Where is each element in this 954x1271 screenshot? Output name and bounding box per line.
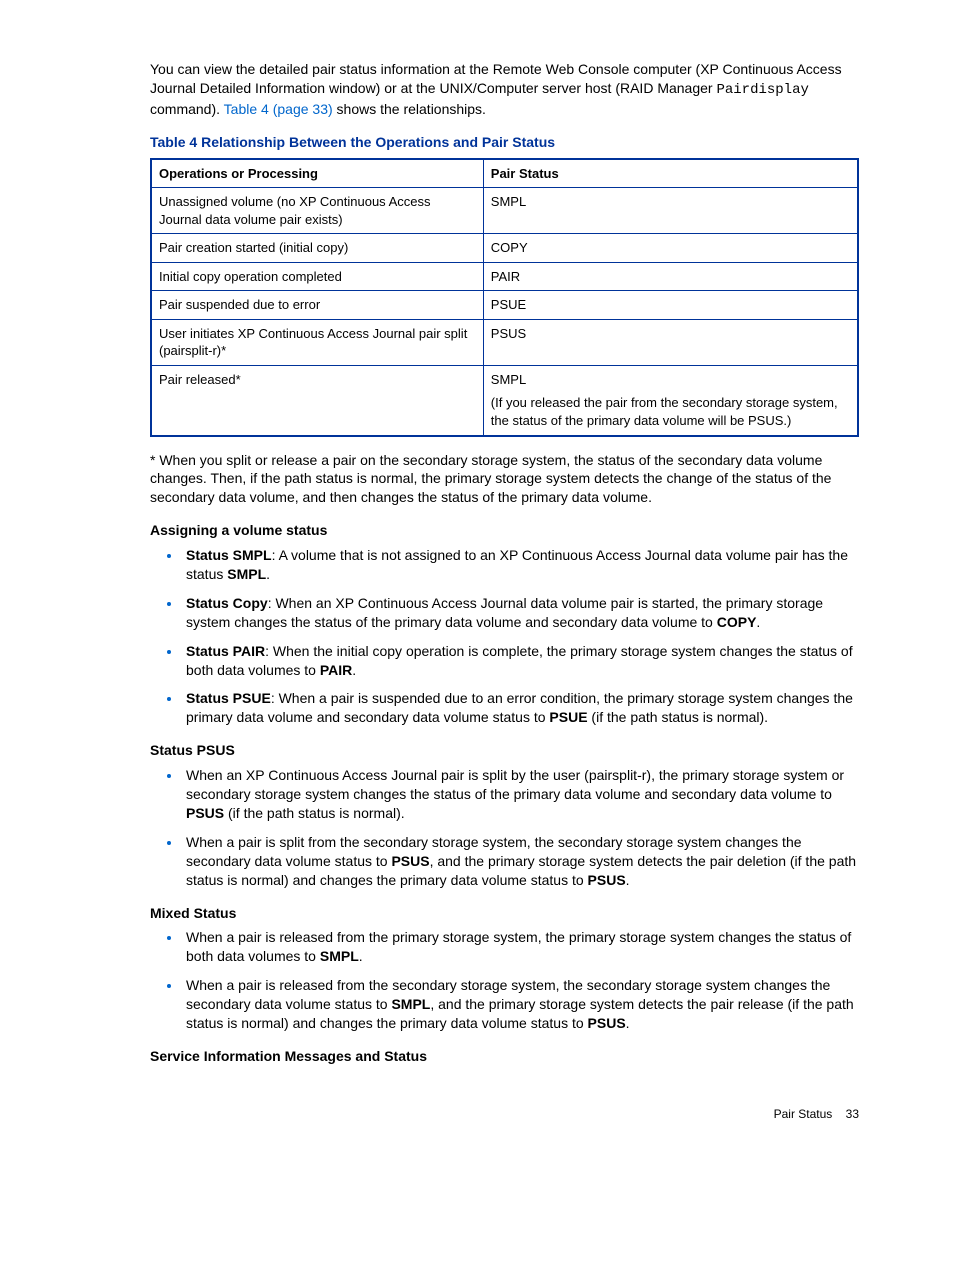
item-text2: . — [352, 662, 356, 678]
psus-list: When an XP Continuous Access Journal pai… — [150, 766, 859, 889]
table-cell-status: SMPL — [483, 188, 858, 234]
list-item: When a pair is split from the secondary … — [182, 833, 859, 890]
table-row: Unassigned volume (no XP Continuous Acce… — [151, 188, 858, 234]
list-item: When a pair is released from the seconda… — [182, 976, 859, 1033]
item-text2: (if the path status is normal). — [224, 805, 405, 821]
table-header-row: Operations or Processing Pair Status — [151, 159, 858, 188]
table-cell-status: PSUE — [483, 291, 858, 320]
item-text: When an XP Continuous Access Journal pai… — [186, 767, 844, 802]
item-bold: PSUS — [186, 805, 224, 821]
mixed-heading: Mixed Status — [150, 904, 859, 923]
item-bold: Status SMPL — [186, 547, 272, 563]
table-cell-op: Initial copy operation completed — [151, 262, 483, 291]
list-item: Status Copy: When an XP Continuous Acces… — [182, 594, 859, 632]
item-text: : A volume that is not assigned to an XP… — [186, 547, 848, 582]
table-row: User initiates XP Continuous Access Jour… — [151, 319, 858, 365]
list-item: When an XP Continuous Access Journal pai… — [182, 766, 859, 823]
pair-status-table: Operations or Processing Pair Status Una… — [150, 158, 859, 437]
item-bold2: SMPL — [227, 566, 266, 582]
list-item: When a pair is released from the primary… — [182, 928, 859, 966]
table-cell-status: SMPL (If you released the pair from the … — [483, 365, 858, 435]
item-bold: Status Copy — [186, 595, 268, 611]
table-header-status: Pair Status — [483, 159, 858, 188]
page-footer: Pair Status 33 — [150, 1106, 859, 1122]
list-item: Status SMPL: A volume that is not assign… — [182, 546, 859, 584]
table-cell-status: PSUS — [483, 319, 858, 365]
table-footnote: * When you split or release a pair on th… — [150, 451, 859, 508]
item-text2: . — [359, 948, 363, 964]
psus-heading: Status PSUS — [150, 741, 859, 760]
intro-text-b: command). — [150, 101, 224, 117]
item-bold2: PAIR — [320, 662, 352, 678]
table-header-operations: Operations or Processing — [151, 159, 483, 188]
item-bold2: PSUE — [549, 709, 587, 725]
item-text2: . — [266, 566, 270, 582]
item-text3: . — [626, 872, 630, 888]
intro-code: Pairdisplay — [716, 82, 808, 98]
item-text: When a pair is released from the primary… — [186, 929, 851, 964]
item-bold: SMPL — [320, 948, 359, 964]
table-cell-op: User initiates XP Continuous Access Jour… — [151, 319, 483, 365]
table-row: Pair creation started (initial copy) COP… — [151, 234, 858, 263]
footer-label: Pair Status — [774, 1107, 833, 1121]
assigning-heading: Assigning a volume status — [150, 521, 859, 540]
item-bold2: PSUS — [588, 1015, 626, 1031]
item-text3: . — [626, 1015, 630, 1031]
table-cell-status-note: (If you released the pair from the secon… — [491, 394, 850, 429]
table-row: Pair released* SMPL (If you released the… — [151, 365, 858, 435]
service-heading: Service Information Messages and Status — [150, 1047, 859, 1066]
item-bold2: PSUS — [588, 872, 626, 888]
item-bold: SMPL — [391, 996, 430, 1012]
table-row: Pair suspended due to error PSUE — [151, 291, 858, 320]
table-cell-op: Pair suspended due to error — [151, 291, 483, 320]
list-item: Status PAIR: When the initial copy opera… — [182, 642, 859, 680]
item-bold: PSUS — [391, 853, 429, 869]
table-ref-link[interactable]: Table 4 (page 33) — [224, 101, 333, 117]
item-bold2: COPY — [717, 614, 757, 630]
table-cell-status-main: SMPL — [491, 372, 526, 387]
table-cell-status: COPY — [483, 234, 858, 263]
table-row: Initial copy operation completed PAIR — [151, 262, 858, 291]
mixed-list: When a pair is released from the primary… — [150, 928, 859, 1032]
item-bold: Status PSUE — [186, 690, 271, 706]
item-text2: (if the path status is normal). — [588, 709, 769, 725]
table-cell-status: PAIR — [483, 262, 858, 291]
footer-page: 33 — [846, 1107, 859, 1121]
table-cell-op: Pair creation started (initial copy) — [151, 234, 483, 263]
intro-text-c: shows the relationships. — [333, 101, 486, 117]
table-title: Table 4 Relationship Between the Operati… — [150, 133, 859, 152]
item-text2: . — [756, 614, 760, 630]
item-bold: Status PAIR — [186, 643, 265, 659]
table-cell-op: Pair released* — [151, 365, 483, 435]
item-text: : When the initial copy operation is com… — [186, 643, 853, 678]
intro-paragraph: You can view the detailed pair status in… — [150, 60, 859, 119]
table-cell-op: Unassigned volume (no XP Continuous Acce… — [151, 188, 483, 234]
assigning-list: Status SMPL: A volume that is not assign… — [150, 546, 859, 727]
list-item: Status PSUE: When a pair is suspended du… — [182, 689, 859, 727]
